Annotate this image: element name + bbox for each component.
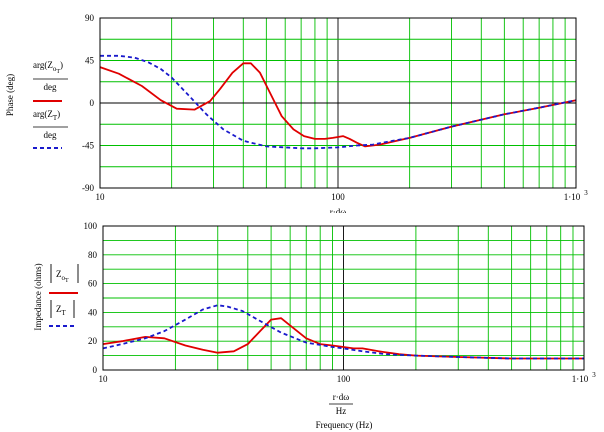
phase-x-tick-label: 100 [331,192,345,202]
impedance-y-tick-label: 20 [88,336,98,346]
phase-legend-2-denominator: deg [44,130,57,140]
phase-x-tick-label: 1·10 [564,192,581,202]
impedance-y-tick-label: 100 [84,221,98,231]
phase-legend-2-num-post: ) [57,109,60,119]
impedance-legend-1-text: ZoT [56,269,69,284]
phase-x-tick-labels: 10 100 1·10 3 [96,189,589,202]
phase-series-2-line [100,54,577,150]
phase-y-tick-label: 0 [90,98,95,108]
impedance-x-label-caption: Frequency (Hz) [316,420,373,430]
impedance-y-tick-label: 80 [88,250,98,260]
impedance-series-2-line [102,304,584,360]
phase-legend-1-num-subsub: T [56,69,60,75]
impedance-series-1-line [102,317,584,360]
impedance-x-label-numerator: r·dω [333,392,349,402]
impedance-series [102,304,585,360]
impedance-x-tick-label: 1·10 [572,374,589,384]
phase-legend-2-numerator: arg(ZT) [33,109,60,122]
phase-x-tick-label: 10 [96,192,106,202]
phase-y-tick-label: 45 [85,56,95,66]
impedance-legend-2-pre: Z [56,304,62,314]
impedance-legend-2-text: ZT [56,304,67,317]
phase-y-tick-label: -45 [82,141,94,151]
impedance-legend-1-sub: o [62,274,66,282]
impedance-legend-entry-2: ZT [49,300,76,327]
impedance-legend-1-pre: Z [56,269,62,279]
phase-y-axis-label: Phase (deg) [5,74,15,116]
phase-legend-entry-1: arg(ZoT) deg [33,60,68,102]
phase-gridlines [99,17,576,189]
impedance-x-label-denominator: Hz [336,406,347,416]
phase-series-1-line [99,62,577,148]
impedance-x-axis-label: r·dω Hz Frequency (Hz) [316,392,373,430]
impedance-legend-entry-1: ZoT [49,264,79,294]
impedance-y-tick-label: 0 [93,365,98,375]
phase-legend-1-num-post: ) [60,60,63,70]
impedance-y-tick-labels: 100 80 60 40 20 0 [84,221,98,375]
phase-legend-2-num-sub: T [53,114,58,122]
impedance-y-tick-label: 40 [88,307,98,317]
impedance-x-tick-labels: 10 100 1·10 3 [99,371,597,384]
impedance-y-axis-label: Impedance (ohms) [33,263,43,330]
impedance-x-tick-label: 10 [99,374,109,384]
phase-legend-1-num-sub: o [53,65,57,73]
phase-y-tick-label: -90 [82,183,94,193]
impedance-y-tick-label: 60 [88,279,98,289]
impedance-gridlines [102,225,584,371]
phase-legend-1-num-pre: arg(Z [33,60,53,70]
phase-y-tick-labels: 90 45 0 -45 -90 [82,13,95,193]
impedance-x-tick-label: 100 [337,374,351,384]
phase-plot-frame [99,17,577,189]
phase-x-tick-exponent: 3 [584,189,588,197]
phase-legend-1-numerator: arg(ZoT) [33,60,63,75]
impedance-legend-1-subsub: T [65,278,69,284]
phase-y-tick-label: 90 [85,13,95,23]
phase-legend-1-denominator: deg [44,82,57,92]
impedance-x-tick-exponent: 3 [592,371,596,379]
impedance-plot-frame [102,225,585,371]
phase-x-axis-label-partial: r·dω [330,207,346,217]
impedance-legend-2-sub: T [62,309,67,317]
impedance-chart: 100 80 60 40 20 0 10 100 1·10 3 Impedance (ohms)… [33,221,596,430]
phase-legend-entry-2: arg(ZT) deg [33,109,68,149]
phase-legend-2-num-pre: arg(Z [33,109,53,119]
